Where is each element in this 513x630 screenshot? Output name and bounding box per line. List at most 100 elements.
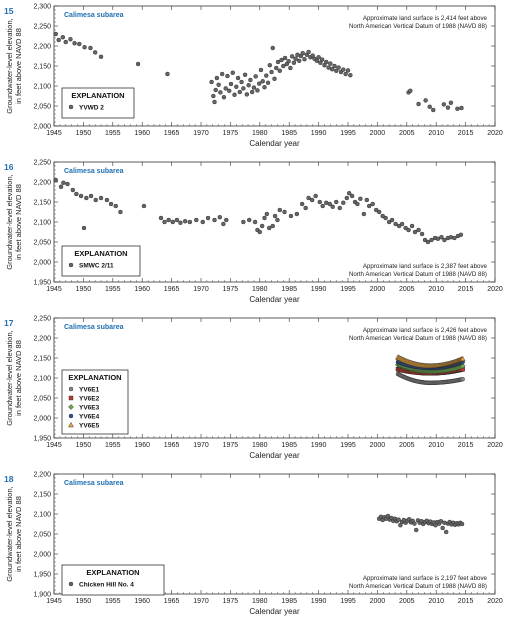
y-axis-label-line: Groundwater-level elevation,: [5, 174, 14, 269]
x-tick-label: 1980: [252, 286, 268, 293]
data-point: [419, 231, 425, 237]
data-point: [448, 100, 454, 106]
data-point: [259, 223, 265, 229]
y-tick-label: 2,050: [33, 240, 51, 247]
x-tick-label: 1970: [193, 598, 209, 605]
data-point: [241, 86, 246, 91]
data-point: [317, 199, 322, 205]
data-point: [442, 520, 447, 525]
data-point: [396, 517, 401, 522]
data-point: [267, 62, 272, 68]
y-tick-label: 2,000: [33, 416, 51, 423]
x-tick-label: 1965: [164, 598, 180, 605]
x-tick-label: 1990: [311, 130, 327, 137]
y-axis-label-line: Groundwater-level elevation,: [5, 330, 14, 425]
x-tick-label: 1985: [281, 130, 297, 137]
x-tick-label: 1960: [134, 442, 150, 449]
legend-marker: [68, 386, 74, 392]
data-points: [53, 31, 464, 113]
data-point: [459, 521, 465, 527]
legend-box: EXPLANATION YVWD 2: [61, 87, 135, 119]
y-tick-label: 2,050: [33, 104, 51, 111]
data-point: [219, 71, 225, 77]
data-point: [343, 71, 348, 77]
data-point: [74, 191, 79, 197]
data-point: [455, 106, 460, 112]
x-tick-label: 2020: [487, 442, 503, 449]
data-point: [65, 181, 70, 187]
data-point: [288, 213, 294, 219]
x-tick-label: 2015: [458, 286, 474, 293]
data-point: [294, 211, 300, 217]
data-point: [364, 197, 370, 203]
data-point: [320, 203, 325, 209]
y-axis-label: Groundwater-level elevation,in feet abov…: [5, 18, 23, 113]
x-tick-label: 1965: [164, 286, 180, 293]
data-point: [431, 107, 436, 113]
data-point: [165, 71, 170, 77]
data-point: [275, 59, 281, 65]
data-point: [416, 227, 421, 233]
land-surface-note: North American Vertical Datum of 1988 (N…: [349, 271, 487, 278]
data-point: [370, 201, 375, 207]
x-tick-label: 1965: [164, 130, 180, 137]
data-point: [293, 56, 298, 61]
y-axis-label-line: Groundwater-level elevation,: [5, 486, 14, 581]
x-tick-label: 1990: [311, 286, 327, 293]
y-axis-label: Groundwater-level elevation,in feet abov…: [5, 486, 23, 581]
data-point: [275, 217, 280, 223]
legend-marker: [68, 581, 74, 587]
legend-marker: [68, 421, 74, 428]
x-tick-label: 1955: [105, 598, 121, 605]
data-point: [242, 72, 248, 78]
data-point: [314, 58, 320, 63]
y-tick-label: 2,250: [33, 24, 51, 31]
data-point: [277, 207, 282, 213]
x-tick-label: 2015: [458, 130, 474, 137]
y-axis-label-line: in feet above NAVD 88: [14, 28, 23, 104]
legend-frame: [61, 564, 165, 596]
data-point: [209, 79, 214, 85]
x-tick-label: 2015: [458, 598, 474, 605]
data-point: [166, 217, 171, 223]
data-point: [289, 54, 295, 59]
data-point: [135, 61, 141, 67]
land-surface-note: Approximate land surface is 2,387 feet a…: [363, 263, 488, 270]
legend-box: EXPLANATION Chicken Hill No. 4: [61, 564, 165, 596]
data-point: [440, 525, 445, 531]
data-point: [269, 69, 274, 75]
data-point: [327, 201, 332, 207]
data-point: [299, 201, 305, 207]
data-point: [313, 193, 318, 199]
y-axis-label-line: in feet above NAVD 88: [14, 184, 23, 260]
data-point: [448, 234, 454, 240]
data-point: [214, 75, 220, 81]
data-points: [395, 354, 466, 385]
legend-entry: SMWC 2/11: [79, 263, 114, 270]
data-point: [281, 63, 286, 69]
x-tick-label: 1950: [76, 130, 92, 137]
legend-marker: [68, 104, 74, 110]
y-tick-label: 2,100: [33, 512, 51, 519]
y-tick-label: 2,000: [33, 260, 51, 267]
data-point: [63, 39, 68, 45]
legend-entry: YV6E2: [79, 396, 100, 403]
x-axis-label: Calendar year: [249, 607, 300, 616]
figure-number: 18: [4, 474, 14, 484]
x-tick-label: 1980: [252, 598, 268, 605]
x-tick-label: 1995: [340, 598, 356, 605]
data-point: [82, 45, 87, 50]
data-point: [429, 237, 434, 243]
y-tick-label: 2,100: [33, 220, 51, 227]
data-point: [216, 82, 221, 88]
data-point: [412, 521, 417, 526]
data-point: [406, 227, 411, 233]
legend-title: EXPLANATION: [68, 373, 121, 382]
y-tick-label: 1,950: [33, 436, 51, 443]
data-point: [56, 37, 61, 43]
data-point: [262, 215, 267, 221]
y-tick-label: 2,200: [33, 472, 51, 479]
x-tick-label: 2000: [370, 130, 386, 137]
data-point: [361, 211, 367, 217]
x-tick-label: 2020: [487, 286, 503, 293]
